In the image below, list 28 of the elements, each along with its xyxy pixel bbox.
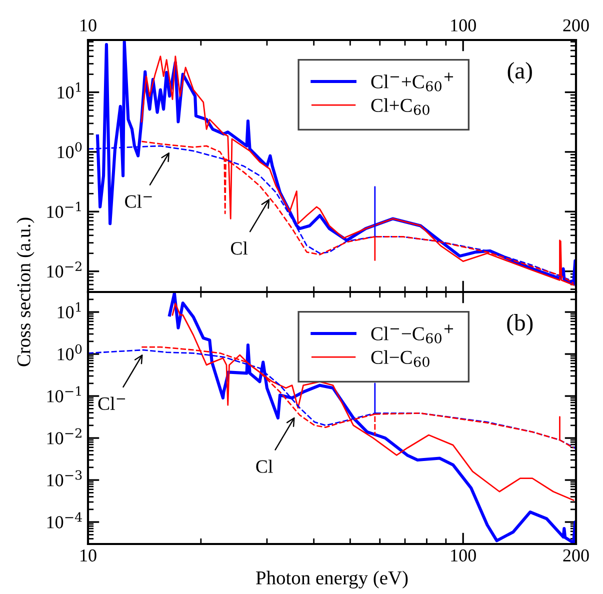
y-axis-title: Cross section (a.u.) (16, 218, 34, 366)
annotation: Cl (256, 460, 273, 473)
x-tick-label: 100 (451, 549, 476, 562)
y-tick-label: 10$^{−4}$ (47, 512, 82, 528)
y-tick-label: 10$^{−1}$ (47, 386, 81, 402)
y-tick-label: 10$^{1}$ (58, 82, 81, 99)
annotation: Cl$^{−}$ (125, 194, 152, 208)
legend-label: Cl+C$_{60}$ (371, 98, 430, 116)
annotation: Cl (231, 242, 248, 255)
annotation: Cl$^{−}$ (98, 396, 126, 410)
y-tick-label: 10$^{0}$ (58, 142, 82, 158)
y-tick-label: 10$^{−3}$ (47, 470, 82, 486)
annotation: (b) (507, 314, 533, 336)
x-tick-label: 10 (80, 19, 96, 32)
y-tick-label: 10$^{1}$ (58, 302, 81, 318)
x-tick-label: 10 (80, 549, 96, 562)
x-tick-label: 200 (563, 549, 589, 562)
legend-label: Cl−C$_{60}$ (371, 350, 430, 368)
annotation: (a) (508, 62, 532, 84)
y-tick-label: 10$^{−2}$ (47, 428, 82, 444)
y-tick-label: 10$^{−1}$ (47, 202, 81, 218)
x-tick-label: 100 (451, 19, 476, 32)
y-tick-label: 10$^{−2}$ (47, 261, 82, 278)
x-axis-title: Photon energy (eV) (256, 570, 408, 588)
x-tick-label: 200 (563, 19, 589, 32)
y-tick-label: 10$^{0}$ (58, 344, 82, 360)
legend-label: Cl$^{−}$−C$_{60}$$^{+}$ (371, 324, 454, 344)
legend-label: Cl$^{−}$+C$_{60}$$^{+}$ (371, 72, 454, 92)
